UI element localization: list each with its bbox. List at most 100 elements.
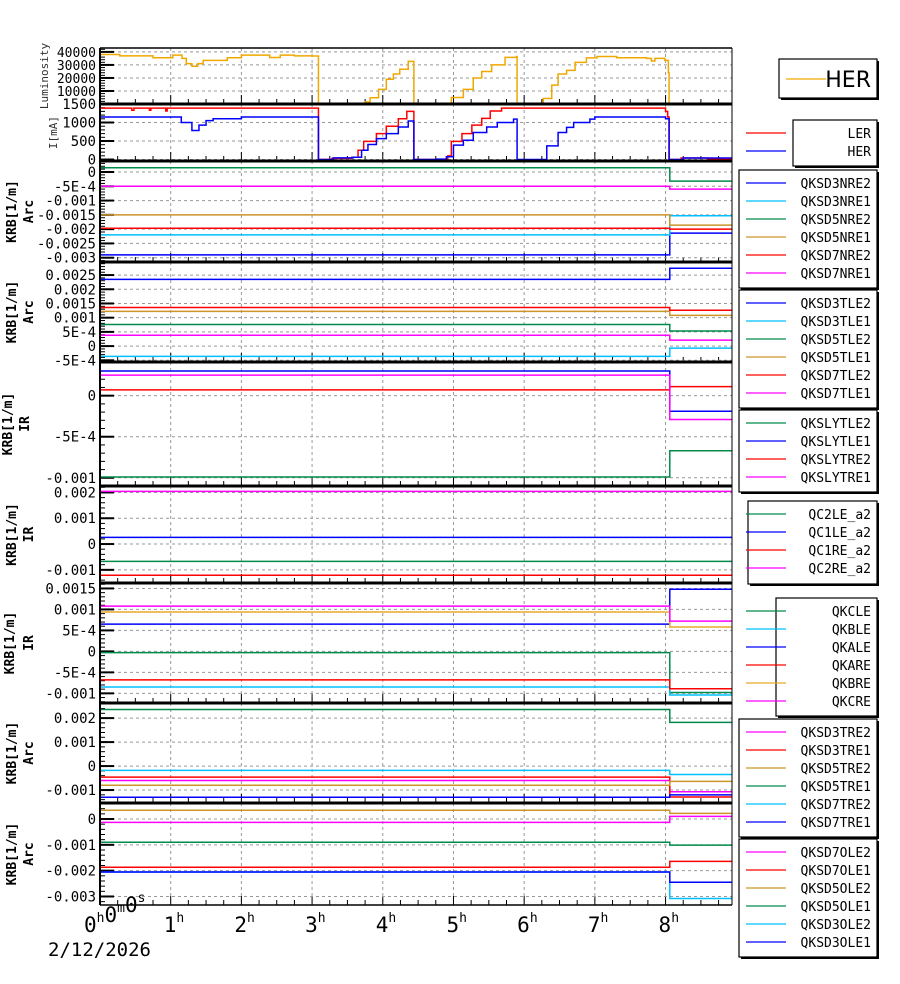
legend-box — [738, 718, 878, 838]
y-tick-label: -0.0015 — [37, 208, 96, 224]
legend-label: QC1LE_a2 — [808, 526, 871, 541]
y-tick-label: 0 — [88, 812, 96, 828]
x-tick-value: 0 — [84, 913, 97, 937]
y-tick-label: -0.003 — [45, 889, 96, 905]
x-tick-label: 0h0m0s — [84, 891, 145, 937]
y-tick-label: -0.001 — [45, 783, 96, 799]
legend-box — [738, 169, 878, 289]
x-tick-value: 7 — [588, 913, 601, 937]
legend-label: QKSD7NRE1 — [801, 267, 871, 282]
y-tick-label: 5E-4 — [62, 325, 96, 341]
series-line-qksd3tle1 — [100, 347, 732, 358]
x-tick-value: 1 — [164, 913, 177, 937]
legend-label: QKSD5TRE1 — [801, 780, 871, 795]
x-tick-unit: s — [138, 891, 146, 906]
y-tick-label: 10000 — [57, 85, 96, 100]
y-tick-label: 0.002 — [54, 711, 96, 727]
y-tick-label: 0.0025 — [45, 268, 96, 284]
legend-label: QKSD3TRE2 — [801, 726, 871, 741]
x-tick-unit: h — [671, 911, 679, 926]
x-tick-value: 3 — [305, 913, 318, 937]
y-tick-label: 0.002 — [54, 485, 96, 501]
y-tick-label: -5E-4 — [54, 179, 96, 195]
legend-label: QKSD3TLE2 — [801, 297, 871, 312]
x-tick-unit: m — [117, 901, 125, 916]
y-axis-label: KRB[1/m] — [5, 722, 20, 785]
legend-label: QC1RE_a2 — [808, 544, 871, 559]
legend-label: QKSD3NRE1 — [801, 195, 871, 210]
legend-label: QKSD3TLE1 — [801, 315, 871, 330]
series-line-qksd5tre1 — [100, 708, 732, 724]
legend-label: QKBLE — [832, 623, 871, 638]
series-line-qkble — [100, 686, 732, 696]
series-line-her — [100, 116, 732, 161]
y-tick-label: 0.0015 — [45, 296, 96, 312]
legend-label: QKSD5TRE2 — [801, 762, 871, 777]
x-tick-unit: h — [318, 911, 326, 926]
legend-2: QKSD3NRE2 QKSD3NRE1 QKSD5NRE2 QKSD5NRE1 QKSD… — [738, 169, 879, 290]
y-tick-label: 30000 — [57, 59, 96, 74]
legend-label: QKSD7TRE2 — [801, 798, 871, 813]
series-line-qkslytre2 — [100, 385, 732, 391]
x-tick-label: 8h — [659, 911, 679, 937]
legend-box — [738, 838, 878, 958]
y-axis-label: KRB[1/m] — [1, 393, 16, 456]
y-tick-label: 0.001 — [54, 311, 96, 327]
series-line-qksd3ole2 — [100, 871, 732, 900]
x-tick-value: 0 — [104, 903, 117, 927]
y-tick-label: 500 — [71, 134, 96, 150]
y-axis-label: KRB[1/m] — [5, 823, 20, 886]
legend-label: QKSD3OLE2 — [801, 918, 871, 933]
y-tick-label: 20000 — [57, 72, 96, 87]
series-line-qksd5nre2 — [100, 166, 732, 182]
legend-label: QKARE — [832, 659, 871, 674]
y-tick-label: -0.002 — [45, 222, 96, 238]
y-axis-label: Luminosity — [38, 43, 51, 110]
legend-label: QKSD3OLE1 — [801, 936, 871, 951]
series-line-qkslytle2 — [100, 449, 732, 478]
y-tick-label: 1000 — [62, 116, 96, 132]
y-tick-label: -5E-4 — [54, 665, 96, 681]
legend-label: QKSD7TLE2 — [801, 369, 871, 384]
panel-4: 0 -5E-4 -0.001 KRB[1/m] IR — [1, 360, 733, 487]
series-line-qksd5tre2 — [100, 780, 732, 787]
series-line-qksd7nre2 — [100, 227, 732, 230]
series-line-qkslytre1 — [100, 374, 732, 421]
x-tick-value: 5 — [446, 913, 459, 937]
x-tick-unit: h — [247, 911, 255, 926]
y-axis-sublabel: IR — [22, 635, 37, 651]
y-tick-label: 0 — [88, 759, 96, 775]
y-tick-label: 0 — [88, 537, 96, 553]
legend-label: QKSLYTLE1 — [801, 435, 871, 450]
x-tick-value: 0 — [125, 893, 138, 917]
y-tick-label: -0.002 — [45, 864, 96, 880]
x-tick-unit: h — [176, 911, 184, 926]
x-tick-value: 6 — [517, 913, 530, 937]
y-tick-label: -5E-4 — [54, 430, 96, 446]
legend-label: QKSLYTLE2 — [801, 417, 871, 432]
y-tick-label: 0 — [88, 339, 96, 355]
series-line-qkare — [100, 679, 732, 690]
x-tick-value: 8 — [659, 913, 672, 937]
x-tick-label: 3h — [305, 911, 325, 937]
y-tick-label: -0.003 — [45, 251, 96, 267]
x-tick-unit: h — [530, 911, 538, 926]
legend-label: QKSD3TRE1 — [801, 744, 871, 759]
series-line-qksd5ole1 — [100, 841, 732, 846]
y-axis-sublabel: Arc — [22, 200, 37, 223]
x-tick-label: 6h — [517, 911, 537, 937]
series-line-qksd5ole2 — [100, 809, 732, 815]
x-tick-unit: h — [601, 911, 609, 926]
series-line-qksd3nre2 — [100, 232, 732, 256]
y-tick-label: 0 — [88, 389, 96, 405]
x-tick-unit: h — [459, 911, 467, 926]
y-tick-label: 0.0015 — [45, 581, 96, 597]
x-tick-unit: h — [97, 911, 105, 926]
y-tick-label: 5E-4 — [62, 623, 96, 639]
y-tick-label: 0.001 — [54, 511, 96, 527]
x-tick-value: 2 — [234, 913, 247, 937]
legend-label: QKSD7TLE1 — [801, 387, 871, 402]
legend-label: QKSD7TRE1 — [801, 816, 871, 831]
